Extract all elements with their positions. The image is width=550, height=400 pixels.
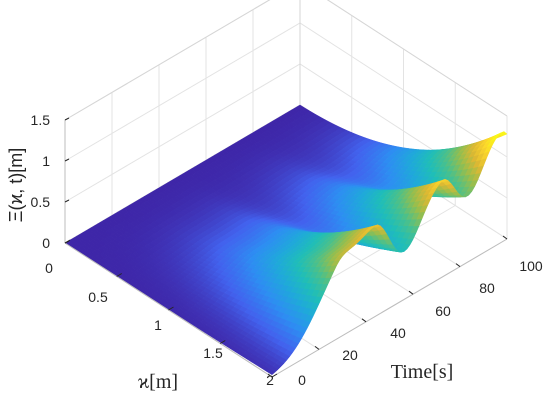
grid-line-z bbox=[64, 0, 508, 121]
x-tick-mark bbox=[219, 340, 226, 344]
box-edge bbox=[326, 0, 508, 117]
x-tick-labels: 0 0.5 1 1.5 2 bbox=[45, 260, 274, 388]
y-tick-0: 0 bbox=[298, 372, 306, 388]
surface-patch bbox=[266, 368, 276, 376]
z-tick-0.5: 0.5 bbox=[31, 194, 51, 210]
y-tick-mark bbox=[408, 290, 414, 295]
z-tick-0: 0 bbox=[42, 235, 50, 251]
y-axis-label: Time[s] bbox=[391, 361, 454, 383]
x-tick-mark bbox=[116, 273, 123, 277]
y-tick-labels: 0 20 40 60 80 100 bbox=[298, 258, 543, 388]
y-tick-mark bbox=[502, 235, 508, 240]
x-tick-1: 1 bbox=[154, 317, 162, 333]
surface bbox=[64, 104, 508, 376]
z-tick-1.5: 1.5 bbox=[31, 112, 51, 128]
y-tick-mark bbox=[314, 345, 320, 350]
axes-frame bbox=[64, 117, 508, 378]
y-tick-80: 80 bbox=[479, 280, 495, 296]
x-tick-1.5: 1.5 bbox=[203, 345, 223, 361]
z-axis-label: Ξ(ϰ, t)[m] bbox=[6, 148, 26, 223]
y-tick-60: 60 bbox=[435, 303, 451, 319]
z-tick-mark bbox=[64, 117, 70, 121]
x-axis-label: ϰ[m] bbox=[138, 371, 178, 393]
x-tick-mark bbox=[271, 373, 278, 378]
z-tick-mark bbox=[64, 199, 70, 203]
x-tick-mark bbox=[64, 239, 71, 244]
z-tick-labels: 0 0.5 1 1.5 bbox=[31, 112, 51, 251]
box-edge bbox=[64, 0, 271, 121]
y-tick-mark bbox=[361, 318, 367, 323]
x-tick-0.5: 0.5 bbox=[88, 289, 108, 305]
x-tick-2: 2 bbox=[266, 372, 274, 388]
y-tick-20: 20 bbox=[342, 347, 358, 363]
y-tick-mark bbox=[267, 373, 273, 378]
x-tick-mark bbox=[168, 306, 174, 311]
y-axis-line bbox=[271, 238, 508, 378]
x-tick-0: 0 bbox=[45, 260, 53, 276]
y-tick-100: 100 bbox=[519, 258, 543, 274]
y-tick-40: 40 bbox=[390, 325, 406, 341]
y-tick-mark bbox=[455, 263, 461, 268]
z-tick-mark bbox=[64, 158, 70, 162]
z-tick-1: 1 bbox=[42, 153, 50, 169]
